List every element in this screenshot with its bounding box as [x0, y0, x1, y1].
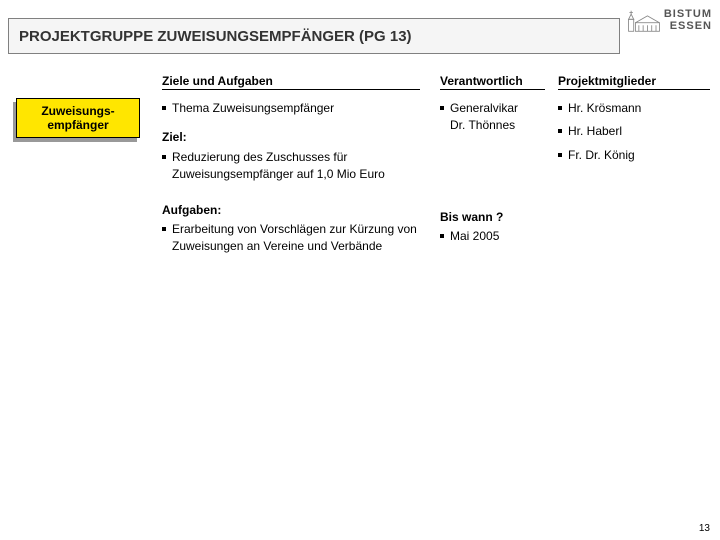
sidebar-label: Zuweisungs- empfänger	[41, 104, 114, 133]
verantwortlich-row: Generalvikar Dr. Thönnes	[440, 100, 550, 135]
bullet-icon	[162, 106, 166, 110]
bullet-icon	[440, 234, 444, 238]
deadline-row: Mai 2005	[440, 228, 550, 245]
verantwortlich-line1: Generalvikar	[450, 101, 518, 115]
aufgaben-text: Erarbeitung von Vorschlägen zur Kürzung …	[172, 221, 430, 256]
aufgaben-label: Aufgaben:	[162, 202, 430, 219]
logo-text-1: BISTUM	[664, 8, 712, 20]
ziel-label: Ziel:	[162, 129, 430, 146]
logo-text-2: ESSEN	[664, 20, 712, 32]
deadline-value: Mai 2005	[450, 228, 550, 245]
member-2: Hr. Haberl	[568, 123, 708, 140]
verantwortlich-name: Generalvikar Dr. Thönnes	[450, 100, 550, 135]
church-icon	[626, 9, 662, 33]
ziel-text: Reduzierung des Zuschusses für Zuweisung…	[172, 149, 430, 184]
page-title: PROJEKTGRUPPE ZUWEISUNGSEMPFÄNGER (PG 13…	[19, 28, 412, 45]
bullet-icon	[558, 106, 562, 110]
ziel-row: Reduzierung des Zuschusses für Zuweisung…	[162, 149, 430, 184]
member-3: Fr. Dr. König	[568, 147, 708, 164]
verantwortlich-body: Generalvikar Dr. Thönnes	[440, 100, 550, 141]
page-number: 13	[699, 523, 710, 534]
deadline-body: Mai 2005	[440, 228, 550, 251]
bullet-icon	[162, 227, 166, 231]
col-head-ziele: Ziele und Aufgaben	[162, 74, 420, 90]
ziele-body: Thema Zuweisungsempfänger Ziel: Reduzier…	[162, 100, 430, 262]
member-row: Fr. Dr. König	[558, 147, 708, 164]
sidebar-category-box: Zuweisungs- empfänger	[16, 98, 140, 138]
col-head-mitglieder: Projektmitglieder	[558, 74, 710, 90]
thema-text: Thema Zuweisungsempfänger	[172, 100, 430, 117]
bullet-icon	[558, 129, 562, 133]
column-headers: Ziele und Aufgaben Verantwortlich Projek…	[0, 74, 720, 94]
bullet-icon	[558, 153, 562, 157]
logo: BISTUM ESSEN	[624, 8, 712, 54]
member-1: Hr. Krösmann	[568, 100, 708, 117]
member-row: Hr. Haberl	[558, 123, 708, 140]
deadline-label: Bis wann ?	[440, 210, 503, 224]
bullet-icon	[440, 106, 444, 110]
col-head-verantwortlich: Verantwortlich	[440, 74, 545, 90]
member-row: Hr. Krösmann	[558, 100, 708, 117]
thema-row: Thema Zuweisungsempfänger	[162, 100, 430, 117]
bullet-icon	[162, 155, 166, 159]
header-bar: PROJEKTGRUPPE ZUWEISUNGSEMPFÄNGER (PG 13…	[8, 18, 620, 54]
verantwortlich-line2: Dr. Thönnes	[450, 118, 515, 132]
aufgaben-row: Erarbeitung von Vorschlägen zur Kürzung …	[162, 221, 430, 256]
mitglieder-body: Hr. Krösmann Hr. Haberl Fr. Dr. König	[558, 100, 708, 170]
